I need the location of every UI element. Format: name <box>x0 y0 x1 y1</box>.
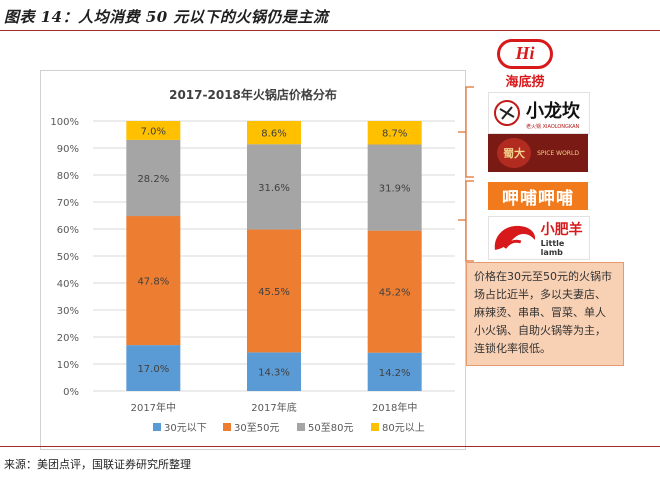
bar-segment <box>126 345 181 391</box>
bar-segment <box>367 144 422 231</box>
legend-label: 30元以下 <box>164 423 207 434</box>
data-label: 47.8% <box>137 277 169 288</box>
bar-segment <box>247 144 301 230</box>
bar-segment <box>126 121 181 140</box>
x-tick-label: 2018年中 <box>372 401 417 414</box>
shuda-name: 蜀大 <box>503 147 526 160</box>
x-tick-label: 2017年中 <box>131 401 176 414</box>
y-tick-label: 40% <box>57 279 79 290</box>
shuda-logo: 蜀大 SPICE WORLD <box>488 134 588 172</box>
y-tick-label: 0% <box>63 387 79 398</box>
bar-segment <box>126 216 181 346</box>
shuda-sub: SPICE WORLD <box>537 149 579 157</box>
bar-segment <box>247 121 301 145</box>
chart-container: 2017-2018年火锅店价格分布 0% 10% 20% 30% 40% 50% 60% 70%… <box>40 70 466 450</box>
data-label: 7.0% <box>141 126 166 137</box>
legend-label: 80元以上 <box>382 422 425 434</box>
haidilao-logo: Hi 海底捞 <box>492 38 558 90</box>
y-tick-label: 90% <box>57 144 79 155</box>
xiabuxiabu-name: 呷哺呷哺 <box>502 188 574 209</box>
bar-segment <box>367 230 422 353</box>
data-label: 14.3% <box>258 368 290 379</box>
xiabuxiabu-logo: 呷哺呷哺 <box>488 182 588 210</box>
y-tick-label: 30% <box>57 306 79 317</box>
bar-segment <box>367 121 422 145</box>
bottom-divider <box>0 446 660 447</box>
chart-title: 2017-2018年火锅店价格分布 <box>169 87 337 102</box>
data-label: 45.2% <box>379 288 411 299</box>
figure-title: 图表 14：人均消费 50 元以下的火锅仍是主流 <box>4 8 329 26</box>
legend-swatch <box>153 423 161 431</box>
xiaofeiyang-name: 小肥羊 <box>540 222 583 238</box>
y-tick-label: 50% <box>57 252 79 263</box>
bar-segment <box>126 139 181 217</box>
bar-segment <box>247 229 301 353</box>
data-label: 8.7% <box>382 129 407 140</box>
bracket-upper <box>458 86 474 178</box>
xiaolongkan-name: 小龙坎 <box>526 100 580 122</box>
data-label: 45.5% <box>258 287 290 298</box>
top-divider <box>0 30 660 31</box>
haidilao-name: 海底捞 <box>505 74 545 90</box>
xiaolongkan-sub: 老火锅 XIAOLONGKAN <box>526 123 580 130</box>
source-note: 来源：美团点评，国联证券研究所整理 <box>4 458 191 471</box>
haidilao-mark: Hi <box>515 43 535 63</box>
legend-swatch <box>223 423 231 431</box>
xiaolongkan-seal-icon <box>494 100 520 126</box>
xiaofeiyang-sub: Little lamb <box>540 239 565 257</box>
y-tick-label: 80% <box>57 171 79 182</box>
data-label: 28.2% <box>137 174 169 185</box>
x-tick-label: 2017年底 <box>251 401 296 414</box>
legend-label: 50至80元 <box>308 422 353 434</box>
legend-label: 30至50元 <box>234 422 279 434</box>
xiaofeiyang-logo: 小肥羊 Little lamb <box>488 216 590 260</box>
data-label: 14.2% <box>379 368 411 379</box>
data-label: 17.0% <box>137 364 169 375</box>
y-tick-label: 10% <box>57 360 79 371</box>
annotation-note: 价格在30元至50元的火锅市场占比近半，多以夫妻店、麻辣烫、串串、冒菜、单人小火… <box>466 262 624 366</box>
y-tick-label: 100% <box>50 117 79 128</box>
bar-segment <box>367 352 422 391</box>
y-tick-label: 60% <box>57 225 79 236</box>
data-label: 8.6% <box>261 129 286 140</box>
legend-swatch <box>297 423 305 431</box>
data-label: 31.6% <box>258 183 290 194</box>
legend-swatch <box>371 423 379 431</box>
data-label: 31.9% <box>379 184 411 195</box>
bracket-lower <box>458 180 474 262</box>
stacked-bar-chart: 2017-2018年火锅店价格分布 0% 10% 20% 30% 40% 50% 60% 70%… <box>50 87 455 434</box>
bar-segment <box>247 352 301 391</box>
y-tick-label: 70% <box>57 198 79 209</box>
lamb-icon <box>494 225 536 250</box>
y-tick-label: 20% <box>57 333 79 344</box>
xiaolongkan-logo: 小龙坎 老火锅 XIAOLONGKAN <box>488 92 590 134</box>
